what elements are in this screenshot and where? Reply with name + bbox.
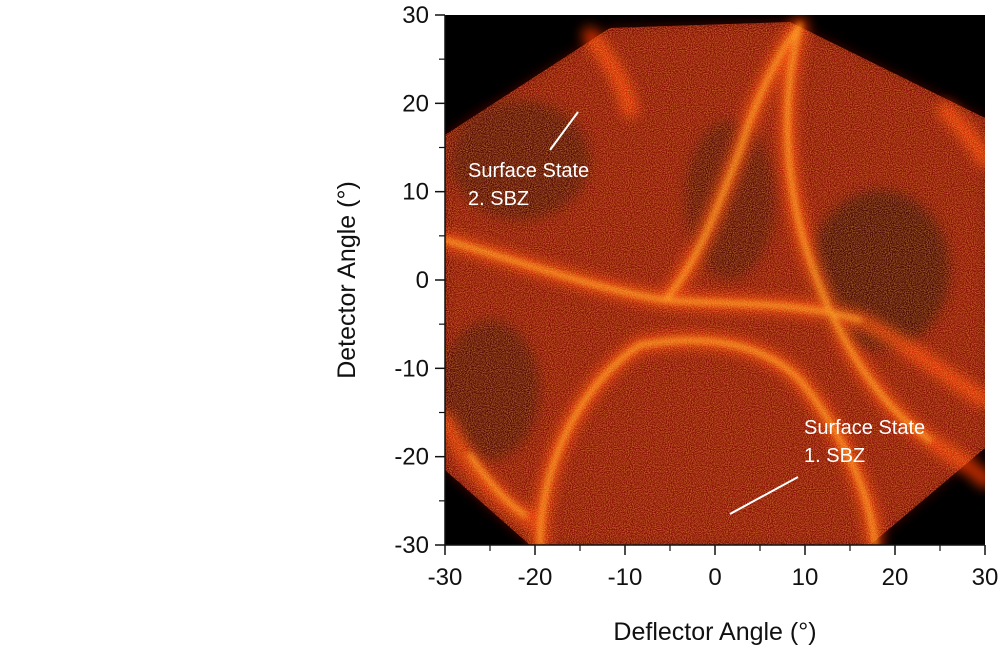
annotation-1-sbz-line1: Surface State: [804, 417, 925, 439]
x-axis: -30 -20 -10 0 10 20 30: [428, 544, 999, 591]
plot-area: [445, 15, 985, 545]
x-tick-label: 0: [708, 564, 721, 591]
y-axis-title: Detector Angle (°): [333, 181, 361, 379]
x-tick-label: -20: [518, 564, 553, 591]
x-tick-label: -30: [428, 564, 463, 591]
y-tick-label: -10: [394, 355, 429, 382]
y-axis: -30 -20 -10 0 10 20 30: [394, 2, 446, 559]
annotation-1-sbz-pointer: [729, 476, 799, 515]
y-tick-label: 0: [416, 267, 429, 294]
y-tick-label: -20: [394, 444, 429, 471]
x-tick-label: 20: [882, 564, 909, 591]
y-tick-label: -30: [394, 532, 429, 559]
annotation-2-sbz-line1: Surface State: [468, 160, 589, 182]
y-tick-label: 30: [402, 2, 429, 29]
annotation-2-sbz: Surface State 2. SBZ: [468, 111, 589, 210]
annotation-2-sbz-line2: 2. SBZ: [468, 188, 529, 210]
x-tick-label: -10: [608, 564, 643, 591]
x-tick-label: 30: [972, 564, 999, 591]
annotation-2-sbz-pointer: [549, 111, 579, 151]
annotation-1-sbz-line2: 1. SBZ: [804, 445, 865, 467]
y-tick-label: 20: [402, 90, 429, 117]
x-tick-label: 10: [792, 564, 819, 591]
intensity-map: [445, 17, 985, 545]
y-tick-label: 10: [402, 179, 429, 206]
x-axis-title: Deflector Angle (°): [613, 618, 816, 646]
annotation-1-sbz: Surface State 1. SBZ: [729, 417, 925, 515]
